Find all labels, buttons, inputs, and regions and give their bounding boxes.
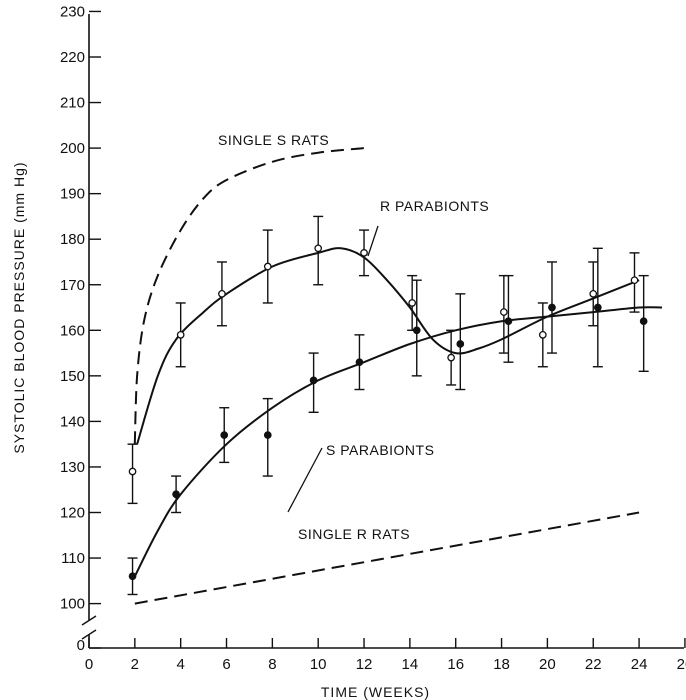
series-line [134, 511, 640, 605]
data-point-open [128, 467, 137, 476]
label-leader-line [367, 225, 379, 257]
series-2 [127, 247, 663, 596]
y-tick-label: 190 [60, 186, 85, 203]
data-point-filled [172, 490, 180, 499]
data-point-filled [128, 572, 137, 581]
data-point-open [538, 331, 547, 339]
y-tick-label: 130 [60, 459, 85, 476]
y-tick-label: 220 [60, 49, 85, 66]
data-point-open [500, 308, 508, 316]
series-label: SINGLE S RATS [218, 132, 329, 148]
x-tick-label: 22 [585, 656, 602, 673]
data-point-filled [504, 317, 513, 326]
y-tick-label: 200 [60, 140, 85, 157]
y-tick-label: 210 [60, 95, 85, 112]
y-tick-label: 180 [60, 231, 85, 248]
y-tick-label: 140 [60, 413, 85, 430]
data-point-filled [355, 358, 364, 367]
data-point-filled [263, 431, 272, 439]
series-label: S PARABIONTS [326, 442, 434, 458]
x-tick-label: 4 [177, 656, 185, 673]
data-point-filled [412, 326, 421, 335]
y-tick-label: 160 [60, 322, 85, 339]
tick-labels: 1001101201301401501601701801902002102202… [60, 3, 686, 673]
x-tick-label: 18 [493, 656, 510, 673]
x-tick-label: 20 [539, 656, 556, 673]
data-point-open [263, 262, 272, 271]
data-point-filled [548, 303, 556, 312]
x-tick-label: 12 [356, 656, 373, 673]
data-point-open [630, 276, 639, 285]
y-tick-label: 110 [61, 550, 85, 567]
y-tick-label: 150 [60, 368, 85, 385]
data-point-open [447, 353, 455, 362]
x-tick-label: 0 [85, 656, 93, 673]
y-tick-label: 0 [77, 637, 85, 654]
series-3 [134, 511, 640, 605]
x-tick-label: 16 [447, 656, 464, 673]
y-tick-label: 120 [60, 505, 85, 522]
x-tick-label: 2 [131, 656, 139, 673]
series-layer [127, 147, 663, 605]
data-point-open [314, 244, 323, 253]
y-axis-title: SYSTOLIC BLOOD PRESSURE (mm Hg) [11, 161, 27, 453]
series-0 [133, 147, 365, 445]
y-tick-label: 230 [60, 3, 85, 20]
data-point-filled [309, 376, 318, 385]
data-point-open [408, 299, 417, 307]
data-point-open [589, 290, 598, 298]
x-tick-label: 24 [631, 656, 648, 673]
data-point-open [360, 249, 368, 257]
data-point-open [218, 290, 226, 298]
x-tick-label: 6 [222, 656, 230, 673]
data-point-filled [593, 303, 602, 312]
tick-marks [88, 10, 686, 649]
label-leader-line [287, 447, 323, 513]
x-axis-title: TIME (WEEKS) [321, 684, 430, 700]
axes [81, 14, 684, 649]
y-axis-break-mark [81, 615, 97, 626]
series-labels: SINGLE S RATS R PARABIONTS S PARABIONTS SIN… [218, 132, 489, 542]
data-point-filled [220, 431, 229, 439]
series-1 [127, 215, 640, 505]
x-tick-label: 26 [677, 656, 686, 673]
data-point-filled [639, 317, 648, 326]
series-label: SINGLE R RATS [298, 526, 410, 542]
y-tick-label: 170 [60, 277, 85, 294]
series-line [133, 147, 365, 445]
series-line [136, 247, 640, 445]
x-tick-label: 14 [402, 656, 419, 673]
data-point-open [176, 331, 185, 339]
series-line [133, 306, 663, 577]
y-tick-label: 100 [60, 596, 85, 613]
x-tick-label: 8 [268, 656, 276, 673]
x-tick-label: 10 [310, 656, 327, 673]
data-point-filled [456, 340, 465, 348]
series-label: R PARABIONTS [380, 198, 489, 214]
y-axis-break-mark [81, 629, 97, 640]
